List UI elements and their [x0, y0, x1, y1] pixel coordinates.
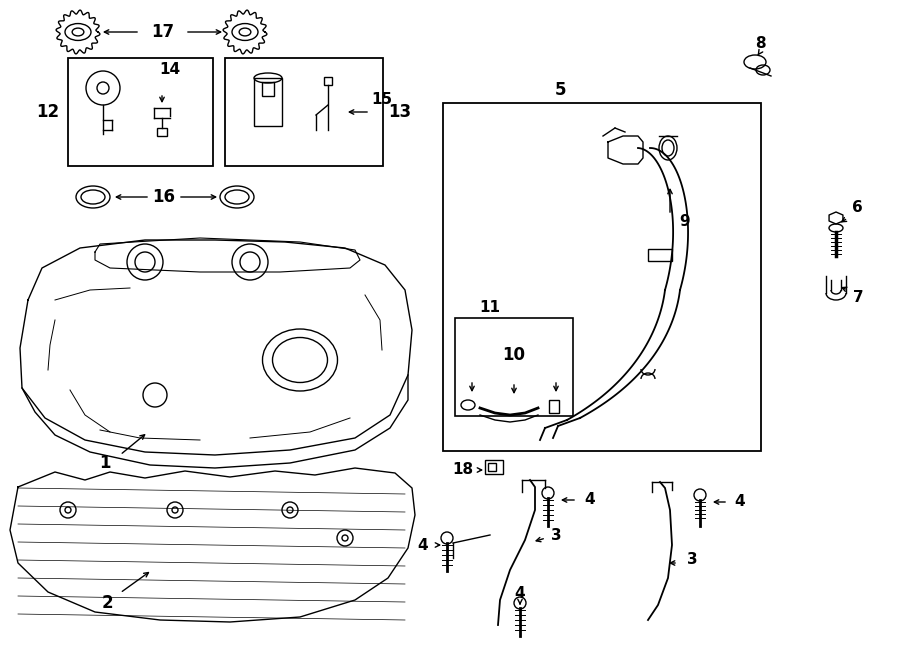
- Text: 15: 15: [372, 93, 392, 108]
- Text: 6: 6: [851, 200, 862, 215]
- Text: 16: 16: [152, 188, 176, 206]
- Bar: [254, 78, 282, 126]
- Text: 4: 4: [734, 494, 745, 510]
- Bar: [68, 58, 213, 166]
- Text: 17: 17: [151, 23, 175, 41]
- Bar: [157, 128, 167, 136]
- Text: 4: 4: [515, 586, 526, 602]
- Text: 4: 4: [418, 537, 428, 553]
- Text: 12: 12: [36, 103, 59, 121]
- Text: 7: 7: [852, 290, 863, 305]
- Bar: [455, 318, 573, 416]
- Bar: [648, 249, 672, 261]
- Text: 8: 8: [755, 36, 765, 50]
- Text: 18: 18: [453, 463, 473, 477]
- Text: 1: 1: [99, 454, 111, 472]
- Text: 14: 14: [159, 63, 181, 77]
- Bar: [262, 82, 274, 96]
- Bar: [485, 460, 503, 474]
- Text: 3: 3: [551, 527, 562, 543]
- Bar: [488, 463, 496, 471]
- Text: 5: 5: [554, 81, 566, 99]
- Text: 4: 4: [585, 492, 595, 508]
- Bar: [324, 77, 332, 85]
- Bar: [225, 58, 383, 166]
- Text: 11: 11: [480, 301, 500, 315]
- Text: 13: 13: [389, 103, 411, 121]
- Bar: [549, 400, 559, 413]
- Bar: [443, 103, 761, 451]
- Text: 3: 3: [687, 553, 698, 568]
- Text: 2: 2: [101, 594, 112, 612]
- Text: 9: 9: [680, 215, 690, 229]
- Text: 10: 10: [502, 346, 526, 364]
